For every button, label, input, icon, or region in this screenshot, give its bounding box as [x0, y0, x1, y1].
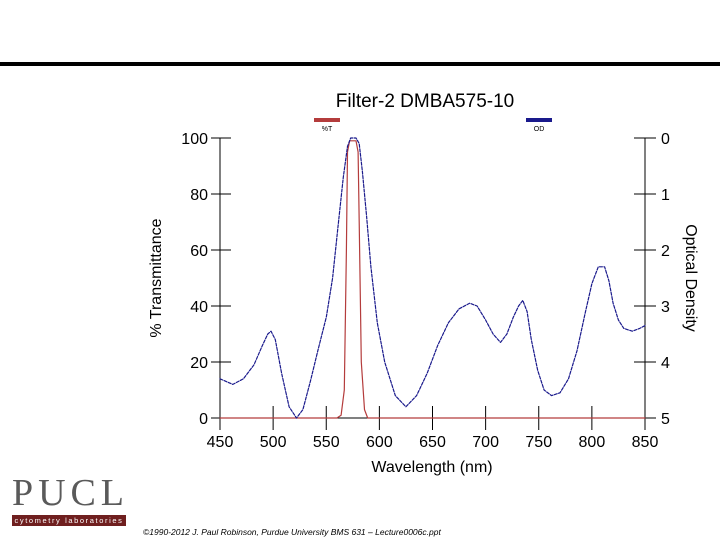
y2-tick-label: 5	[661, 411, 670, 428]
y2-tick-label: 0	[661, 131, 670, 148]
y2-tick-label: 4	[661, 355, 670, 372]
y-tick-label: 40	[190, 299, 208, 316]
y-tick-label: 0	[199, 411, 208, 428]
x-tick-label: 650	[419, 434, 446, 451]
logo-letters: P U C L	[12, 472, 126, 514]
y2-tick-label: 2	[661, 243, 670, 260]
y2-tick-label: 1	[661, 187, 670, 204]
y-tick-label: 80	[190, 187, 208, 204]
x-tick-label: 600	[366, 434, 393, 451]
footer-copyright: ©1990-2012 J. Paul Robinson, Purdue Univ…	[143, 527, 441, 537]
series-line-optical-density	[219, 137, 646, 419]
y-tick-label: 20	[190, 355, 208, 372]
legend-label-transmittance: %T	[322, 126, 333, 133]
y2-tick-label: 3	[661, 299, 670, 316]
y-axis-ticks: 100 80 60 40 20 0	[181, 131, 231, 428]
legend-swatch-transmittance	[314, 118, 340, 122]
y2-axis-label: Optical Density	[682, 224, 699, 332]
logo-letter: L	[100, 472, 126, 514]
x-tick-label: 800	[579, 434, 606, 451]
y2-axis-ticks: 0 1 2 3 4 5	[634, 131, 670, 428]
x-tick-label: 700	[472, 434, 499, 451]
legend: %T OD	[314, 118, 552, 133]
y-tick-label: 60	[190, 243, 208, 260]
x-tick-label: 500	[260, 434, 287, 451]
series-line-transmittance	[219, 140, 646, 419]
y-tick-label: 100	[181, 131, 208, 148]
series-layer	[219, 137, 646, 419]
x-axis-ticks: 450 500 550 600 650 700 750 800 850	[207, 406, 659, 451]
x-tick-label: 750	[525, 434, 552, 451]
chart-title: Filter-2 DMBA575-10	[336, 91, 514, 112]
logo-subtitle: cytometry laboratories	[12, 515, 126, 526]
y-axis-label: % Transmittance	[148, 218, 165, 337]
logo-letter: C	[70, 472, 98, 514]
x-axis-label: Wavelength (nm)	[371, 459, 492, 476]
logo-letter: U	[38, 472, 68, 514]
x-tick-label: 850	[632, 434, 659, 451]
pucl-logo: P U C L cytometry laboratories	[12, 472, 126, 526]
header-rule	[0, 62, 720, 66]
plot-frame	[219, 138, 646, 419]
legend-swatch-optical-density	[526, 118, 552, 122]
x-tick-label: 450	[207, 434, 234, 451]
logo-letter: P	[12, 472, 36, 514]
legend-label-optical-density: OD	[534, 126, 545, 133]
x-tick-label: 550	[313, 434, 340, 451]
